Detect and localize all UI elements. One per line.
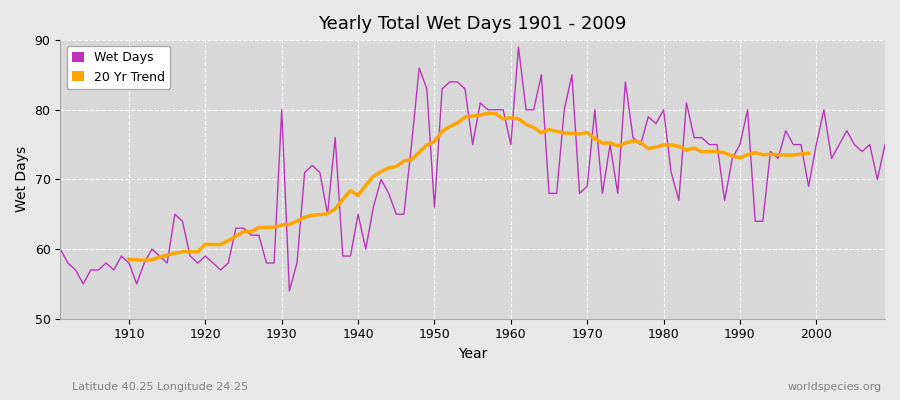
Legend: Wet Days, 20 Yr Trend: Wet Days, 20 Yr Trend: [67, 46, 170, 89]
Wet Days: [879, 142, 890, 147]
20 Yr Trend: [788, 153, 799, 158]
Wet Days: [292, 261, 302, 266]
Wet Days: [284, 288, 295, 293]
X-axis label: Year: Year: [458, 347, 487, 361]
20 Yr Trend: [123, 257, 134, 262]
Wet Days: [513, 45, 524, 50]
Wet Days: [506, 142, 517, 147]
20 Yr Trend: [803, 151, 814, 156]
Text: worldspecies.org: worldspecies.org: [788, 382, 882, 392]
20 Yr Trend: [139, 258, 149, 263]
Wet Days: [116, 254, 127, 258]
20 Yr Trend: [223, 238, 234, 243]
Text: Latitude 40.25 Longitude 24.25: Latitude 40.25 Longitude 24.25: [72, 382, 248, 392]
20 Yr Trend: [704, 149, 715, 154]
20 Yr Trend: [719, 150, 730, 155]
Wet Days: [521, 107, 532, 112]
20 Yr Trend: [338, 197, 348, 202]
20 Yr Trend: [612, 144, 623, 148]
Wet Days: [55, 247, 66, 252]
Wet Days: [612, 191, 623, 196]
Line: Wet Days: Wet Days: [60, 47, 885, 291]
Wet Days: [338, 254, 348, 258]
Y-axis label: Wet Days: Wet Days: [15, 146, 29, 212]
20 Yr Trend: [482, 111, 493, 116]
Title: Yearly Total Wet Days 1901 - 2009: Yearly Total Wet Days 1901 - 2009: [319, 15, 626, 33]
Line: 20 Yr Trend: 20 Yr Trend: [129, 113, 808, 260]
